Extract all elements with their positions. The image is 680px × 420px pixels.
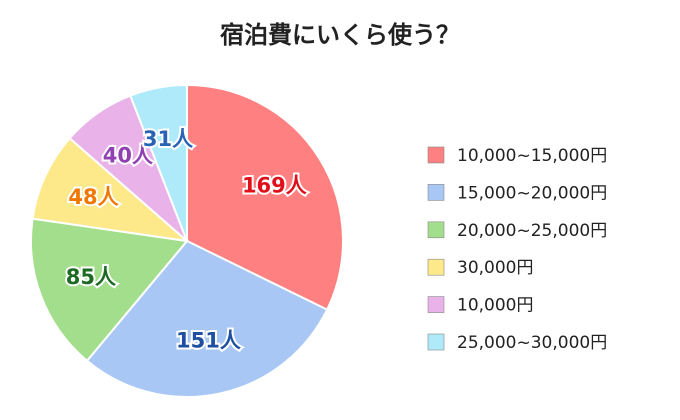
pie-slice (85, 239, 329, 398)
data-label: 169人 (242, 174, 307, 198)
pie-slice (129, 83, 188, 242)
chart-title: 宿泊費にいくら使う？ (220, 21, 460, 49)
legend-swatch (427, 221, 445, 239)
legend-label: 20,000~25,000円 (457, 221, 607, 241)
pie-slice (186, 83, 344, 311)
legend-swatch (427, 184, 445, 201)
legend-swatch (427, 296, 445, 313)
data-label: 31人 (143, 127, 193, 151)
legend-swatch (427, 258, 445, 276)
pie-slice (30, 217, 189, 363)
data-label: 151人 (176, 329, 241, 353)
legend-label: 25,000~30,000円 (457, 333, 607, 353)
pie-slice (31, 136, 191, 243)
legend-swatch (427, 333, 445, 351)
legend-label: 30,000円 (457, 258, 533, 278)
legend-label: 15,000~20,000円 (457, 183, 607, 203)
data-label: 40人 (103, 144, 153, 168)
legend-swatch (427, 146, 445, 164)
data-label: 85人 (66, 265, 116, 289)
legend-label: 10,000~15,000円 (457, 146, 607, 166)
legend-label: 10,000円 (457, 296, 533, 316)
data-label: 48人 (68, 185, 118, 209)
